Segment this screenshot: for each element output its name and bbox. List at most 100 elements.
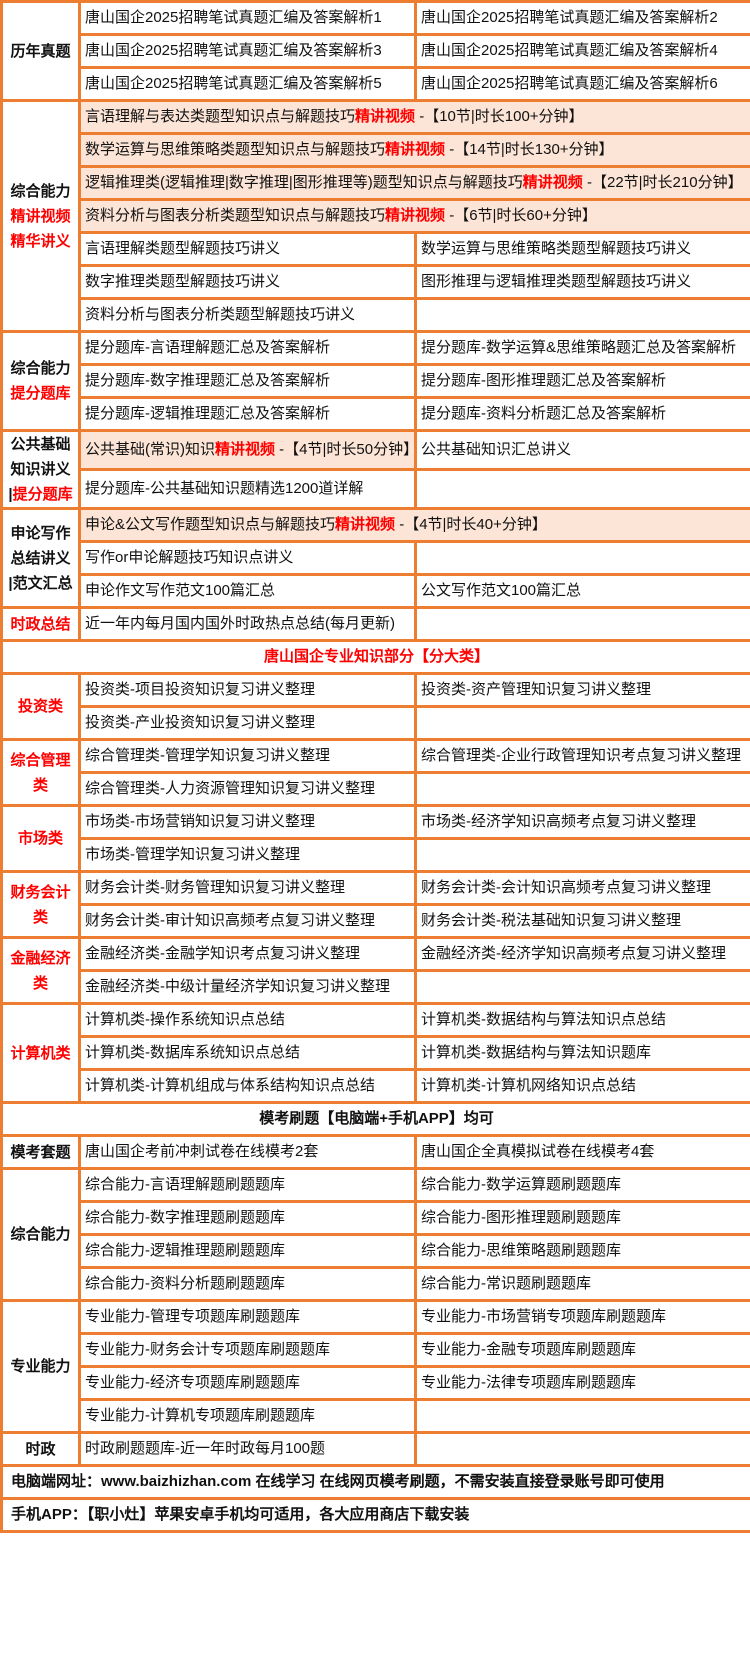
material-item[interactable]: 金融经济类-中级计量经济学知识复习讲义整理: [78, 969, 417, 1005]
item-text: -【22节|时长210分钟】: [582, 174, 743, 191]
video-course-item[interactable]: 资料分析与图表分析类题型知识点与解题技巧精讲视频 -【6节|时长60+分钟】: [78, 198, 750, 234]
category-label: 综合能力 提分题库: [0, 330, 81, 432]
info-note: 电脑端网址：www.baizhizhan.com 在线学习 在线网页模考刷题，不…: [0, 1464, 750, 1500]
table-row: 申论作文写作范文100篇汇总 公文写作范文100篇汇总: [2, 573, 750, 609]
material-item[interactable]: 数学运算与思维策略类题型解题技巧讲义: [414, 231, 750, 267]
material-item[interactable]: 综合能力-逻辑推理题刷题题库: [78, 1233, 417, 1269]
item-text: 逻辑推理类(逻辑推理|数字推理|图形推理等)题型知识点与解题技巧: [85, 174, 523, 191]
material-item[interactable]: 数字推理类题型解题技巧讲义: [78, 264, 417, 300]
material-item[interactable]: 专业能力-金融专项题库刷题题库: [414, 1332, 750, 1368]
material-item[interactable]: 计算机类-计算机网络知识点总结: [414, 1068, 750, 1104]
material-item[interactable]: 综合能力-资料分析题刷题题库: [78, 1266, 417, 1302]
video-course-item[interactable]: 公共基础(常识)知识精讲视频 -【4节|时长50分钟】: [78, 429, 417, 471]
table-row: 历年真题 唐山国企2025招聘笔试真题汇编及答案解析1 唐山国企2025招聘笔试真题…: [0, 0, 750, 102]
material-item[interactable]: 财务会计类-审计知识高频考点复习讲义整理: [78, 903, 417, 939]
video-course-item[interactable]: 申论&公文写作题型知识点与解题技巧精讲视频 -【4节|时长40+分钟】: [78, 507, 750, 543]
material-item[interactable]: 提分题库-数字推理题汇总及答案解析: [78, 363, 417, 399]
material-item[interactable]: 唐山国企2025招聘笔试真题汇编及答案解析2: [414, 0, 750, 36]
video-course-item[interactable]: 数学运算与思维策略类题型知识点与解题技巧精讲视频 -【14节|时长130+分钟】: [78, 132, 750, 168]
banner-row: 唐山国企专业知识部分【分大类】: [0, 639, 750, 675]
material-item[interactable]: 综合能力-言语理解题刷题题库: [78, 1167, 417, 1203]
category-label-part: 财务会计类: [10, 883, 71, 926]
material-item[interactable]: 提分题库-公共基础知识题精选1200道详解: [78, 468, 417, 510]
table-row: 计算机类-数据库系统知识点总结 计算机类-数据结构与算法知识题库: [2, 1035, 750, 1071]
material-item[interactable]: 计算机类-数据库系统知识点总结: [78, 1035, 417, 1071]
material-item[interactable]: 专业能力-市场营销专项题库刷题题库: [414, 1299, 750, 1335]
table-row: 投资类 投资类-项目投资知识复习讲义整理 投资类-资产管理知识复习讲义整理: [0, 672, 750, 741]
material-item[interactable]: 综合能力-图形推理题刷题题库: [414, 1200, 750, 1236]
material-item[interactable]: 金融经济类-经济学知识高频考点复习讲义整理: [414, 936, 750, 972]
table-row: 投资类-产业投资知识复习讲义整理: [2, 705, 750, 741]
material-item[interactable]: 提分题库-言语理解题汇总及答案解析: [78, 330, 417, 366]
material-item[interactable]: 公共基础知识汇总讲义: [414, 429, 750, 471]
material-item[interactable]: 唐山国企2025招聘笔试真题汇编及答案解析5: [78, 66, 417, 102]
table-row: 数字推理类题型解题技巧讲义 图形推理与逻辑推理类题型解题技巧讲义: [2, 264, 750, 300]
material-item[interactable]: 综合能力-数字推理题刷题题库: [78, 1200, 417, 1236]
material-item[interactable]: 计算机类-数据结构与算法知识点总结: [414, 1002, 750, 1038]
material-item[interactable]: 资料分析与图表分析类题型解题技巧讲义: [78, 297, 417, 333]
material-item[interactable]: 图形推理与逻辑推理类题型解题技巧讲义: [414, 264, 750, 300]
table-row: 综合能力 精讲视频 精华讲义 言语理解与表达类题型知识点与解题技巧精讲视频 -【10节…: [0, 99, 750, 333]
material-item[interactable]: 市场类-经济学知识高频考点复习讲义整理: [414, 804, 750, 840]
material-item[interactable]: 投资类-产业投资知识复习讲义整理: [78, 705, 417, 741]
material-item[interactable]: 专业能力-财务会计专项题库刷题题库: [78, 1332, 417, 1368]
material-item[interactable]: 综合管理类-管理学知识复习讲义整理: [78, 738, 417, 774]
material-item[interactable]: 言语理解类题型解题技巧讲义: [78, 231, 417, 267]
video-course-item[interactable]: 言语理解与表达类题型知识点与解题技巧精讲视频 -【10节|时长100+分钟】: [78, 99, 750, 135]
item-text: 言语理解与表达类题型知识点与解题技巧: [85, 108, 356, 125]
material-item[interactable]: 唐山国企2025招聘笔试真题汇编及答案解析3: [78, 33, 417, 69]
material-item[interactable]: 唐山国企2025招聘笔试真题汇编及答案解析6: [414, 66, 750, 102]
material-item[interactable]: 金融经济类-金融学知识考点复习讲义整理: [78, 936, 417, 972]
item-text: -【6节|时长60+分钟】: [445, 207, 597, 224]
material-item[interactable]: 综合能力-思维策略题刷题题库: [414, 1233, 750, 1269]
video-tag: 精讲视频: [522, 174, 583, 191]
material-item[interactable]: 投资类-资产管理知识复习讲义整理: [414, 672, 750, 708]
material-item[interactable]: 时政刷题题库-近一年时政每月100题: [78, 1431, 417, 1467]
material-item[interactable]: 唐山国企考前冲刺试卷在线模考2套: [78, 1134, 417, 1170]
video-tag: 精讲视频: [215, 441, 276, 458]
section-banner: 唐山国企专业知识部分【分大类】: [0, 639, 750, 675]
video-tag: 精讲视频: [335, 516, 396, 533]
material-item[interactable]: 综合管理类-企业行政管理知识考点复习讲义整理: [414, 738, 750, 774]
material-item[interactable]: 唐山国企2025招聘笔试真题汇编及答案解析1: [78, 0, 417, 36]
material-item[interactable]: 市场类-管理学知识复习讲义整理: [78, 837, 417, 873]
material-item[interactable]: 计算机类-计算机组成与体系结构知识点总结: [78, 1068, 417, 1104]
category-label: 市场类: [0, 804, 81, 873]
material-item[interactable]: 写作or申论解题技巧知识点讲义: [78, 540, 417, 576]
item-text: 公共基础(常识)知识: [85, 441, 215, 458]
empty-cell: [414, 1398, 750, 1434]
material-item[interactable]: 公文写作范文100篇汇总: [414, 573, 750, 609]
material-item[interactable]: 计算机类-操作系统知识点总结: [78, 1002, 417, 1038]
material-item[interactable]: 市场类-市场营销知识复习讲义整理: [78, 804, 417, 840]
material-item[interactable]: 唐山国企2025招聘笔试真题汇编及答案解析4: [414, 33, 750, 69]
material-item[interactable]: 专业能力-法律专项题库刷题题库: [414, 1365, 750, 1401]
material-item[interactable]: 投资类-项目投资知识复习讲义整理: [78, 672, 417, 708]
material-item[interactable]: 提分题库-图形推理题汇总及答案解析: [414, 363, 750, 399]
category-label-part: 申论写作: [10, 524, 71, 542]
item-text: -【10节|时长100+分钟】: [415, 108, 584, 125]
material-item[interactable]: 计算机类-数据结构与算法知识题库: [414, 1035, 750, 1071]
banner-row: 模考刷题【电脑端+手机APP】均可: [0, 1101, 750, 1137]
material-item[interactable]: 申论作文写作范文100篇汇总: [78, 573, 417, 609]
table-row: 申论写作 总结讲义 |范文汇总 申论&公文写作题型知识点与解题技巧精讲视频 -【4节|…: [0, 507, 750, 609]
category-label-part: 总结讲义: [10, 549, 71, 567]
empty-cell: [414, 468, 750, 510]
material-item[interactable]: 综合管理类-人力资源管理知识复习讲义整理: [78, 771, 417, 807]
material-item[interactable]: 专业能力-计算机专项题库刷题题库: [78, 1398, 417, 1434]
table-row: 财务会计类-审计知识高频考点复习讲义整理 财务会计类-税法基础知识复习讲义整理: [2, 903, 750, 939]
material-item[interactable]: 提分题库-数学运算&思维策略题汇总及答案解析: [414, 330, 750, 366]
material-item[interactable]: 提分题库-逻辑推理题汇总及答案解析: [78, 396, 417, 432]
material-item[interactable]: 综合能力-数学运算题刷题题库: [414, 1167, 750, 1203]
table-row: 专业能力-计算机专项题库刷题题库: [2, 1398, 750, 1434]
table-row: 专业能力 专业能力-管理专项题库刷题题库 专业能力-市场营销专项题库刷题题库: [0, 1299, 750, 1434]
material-item[interactable]: 财务会计类-财务管理知识复习讲义整理: [78, 870, 417, 906]
material-item[interactable]: 近一年内每月国内国外时政热点总结(每月更新): [78, 606, 417, 642]
material-item[interactable]: 专业能力-经济专项题库刷题题库: [78, 1365, 417, 1401]
material-item[interactable]: 专业能力-管理专项题库刷题题库: [78, 1299, 417, 1335]
video-course-item[interactable]: 逻辑推理类(逻辑推理|数字推理|图形推理等)题型知识点与解题技巧精讲视频 -【2…: [78, 165, 750, 201]
material-item[interactable]: 财务会计类-会计知识高频考点复习讲义整理: [414, 870, 750, 906]
material-item[interactable]: 财务会计类-税法基础知识复习讲义整理: [414, 903, 750, 939]
material-item[interactable]: 提分题库-资料分析题汇总及答案解析: [414, 396, 750, 432]
material-item[interactable]: 综合能力-常识题刷题题库: [414, 1266, 750, 1302]
material-item[interactable]: 唐山国企全真模拟试卷在线模考4套: [414, 1134, 750, 1170]
